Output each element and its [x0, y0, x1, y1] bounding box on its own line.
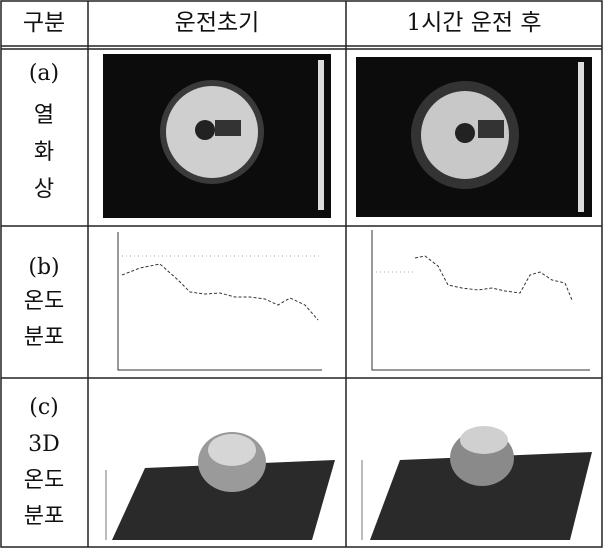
- row-label: 화: [34, 140, 54, 165]
- page: {"table": { "header": ["구분", "운전초기", "1시…: [0, 0, 603, 548]
- thermal-image: [103, 54, 331, 218]
- profile-plot: [372, 230, 590, 370]
- row-label: 열: [34, 103, 54, 128]
- row-label: (b): [28, 255, 59, 280]
- header-cell: 운전초기: [175, 10, 260, 36]
- row-label: 상: [34, 177, 54, 202]
- row-label: 3D: [28, 432, 60, 457]
- thermal-image: [356, 57, 592, 217]
- header-cell: 구분: [23, 10, 65, 36]
- row-label: 분포: [24, 325, 64, 350]
- row-label: 분포: [24, 504, 64, 529]
- profile-plot: [118, 232, 322, 370]
- 3d-plot: [106, 432, 335, 540]
- row-label: 온도: [24, 289, 64, 314]
- row-label: 온도: [24, 468, 64, 493]
- row-label: (c): [29, 395, 59, 420]
- row-label: (a): [29, 61, 59, 86]
- 3d-plot: [362, 426, 592, 540]
- header-cell: 1시간 운전 후: [406, 10, 541, 36]
- table: 구분 운전초기 1시간 운전 후 (a) 열 화 상 (b) 온도 분포 (c)…: [0, 0, 603, 548]
